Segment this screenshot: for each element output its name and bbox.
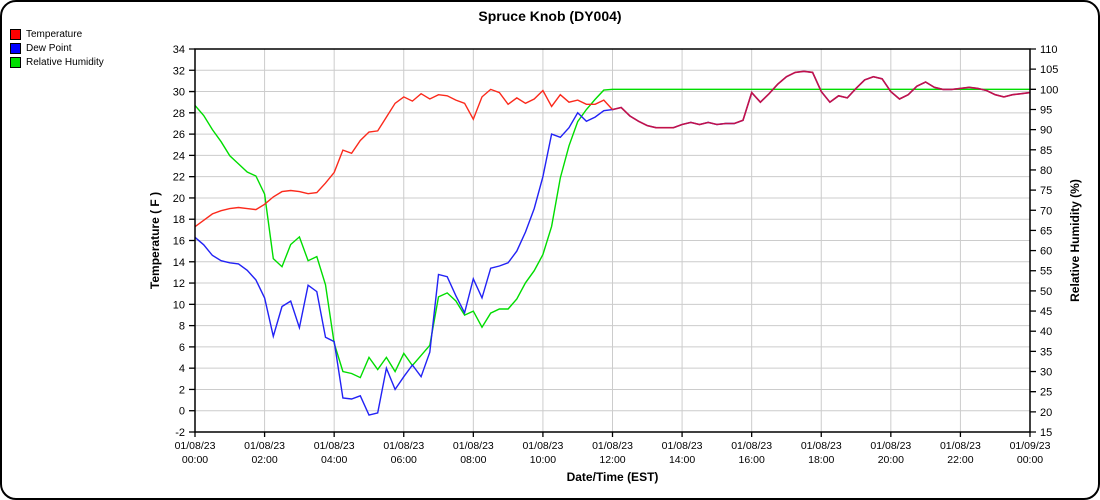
right-tick-label: 85: [1040, 145, 1052, 157]
temperature-dewpoint-merged-line: [612, 70, 1031, 129]
x-tick-date: 01/08/23: [314, 440, 355, 452]
x-tick-time: 22:00: [947, 454, 973, 466]
y-left-axis-title: Temperature ( F ): [148, 192, 162, 289]
legend-label: Temperature: [26, 29, 83, 40]
legend-label: Dew Point: [26, 43, 72, 54]
right-tick-label: 20: [1040, 407, 1052, 419]
x-axis-title: Date/Time (EST): [567, 470, 659, 484]
x-tick-date: 01/08/23: [453, 440, 494, 452]
x-tick-date: 01/08/23: [383, 440, 424, 452]
left-tick-label: 8: [179, 321, 185, 333]
left-tick-label: -2: [175, 427, 185, 439]
x-tick-time: 02:00: [251, 454, 277, 466]
right-tick-label: 25: [1040, 387, 1052, 399]
right-tick-label: 80: [1040, 165, 1052, 177]
legend-item-temperature: Temperature: [10, 28, 104, 41]
chart-title: Spruce Knob (DY004): [478, 8, 622, 24]
legend-swatch: [10, 29, 21, 40]
legend-item-relative-humidity: Relative Humidity: [10, 56, 104, 69]
right-tick-label: 15: [1040, 427, 1052, 439]
right-tick-label: 95: [1040, 104, 1052, 116]
x-tick-date: 01/08/23: [662, 440, 703, 452]
left-tick-label: 28: [173, 108, 185, 120]
x-tick-time: 08:00: [460, 454, 486, 466]
x-tick-date: 01/08/23: [731, 440, 772, 452]
right-tick-label: 45: [1040, 306, 1052, 318]
legend-swatch: [10, 43, 21, 54]
temperature-line: [194, 88, 614, 228]
left-tick-label: 32: [173, 65, 185, 77]
legend-item-dew-point: Dew Point: [10, 42, 104, 55]
left-tick-label: 30: [173, 87, 185, 99]
left-tick-label: 0: [179, 406, 185, 418]
left-tick-label: 2: [179, 384, 185, 396]
right-tick-label: 100: [1040, 84, 1058, 96]
right-tick-label: 55: [1040, 266, 1052, 278]
x-tick-date: 01/08/23: [175, 440, 216, 452]
right-tick-label: 50: [1040, 286, 1052, 298]
x-tick-date: 01/08/23: [870, 440, 911, 452]
right-tick-label: 70: [1040, 205, 1052, 217]
right-tick-label: 65: [1040, 225, 1052, 237]
x-tick-date: 01/08/23: [592, 440, 633, 452]
left-tick-label: 10: [173, 299, 185, 311]
left-tick-label: 12: [173, 278, 185, 290]
x-tick-time: 14:00: [669, 454, 695, 466]
right-tick-label: 110: [1040, 44, 1058, 56]
left-tick-label: 14: [173, 257, 185, 269]
left-tick-label: 20: [173, 193, 185, 205]
x-tick-time: 12:00: [599, 454, 625, 466]
right-tick-label: 75: [1040, 185, 1052, 197]
right-tick-label: 40: [1040, 326, 1052, 338]
right-tick-label: 35: [1040, 346, 1052, 358]
right-tick-label: 60: [1040, 246, 1052, 258]
x-tick-time: 20:00: [878, 454, 904, 466]
left-tick-label: 16: [173, 236, 185, 248]
left-tick-label: 26: [173, 129, 185, 141]
x-tick-date: 01/09/23: [1010, 440, 1051, 452]
left-tick-label: 34: [173, 44, 185, 56]
x-tick-date: 01/08/23: [244, 440, 285, 452]
legend-label: Relative Humidity: [26, 57, 104, 68]
x-tick-time: 00:00: [182, 454, 208, 466]
x-tick-time: 16:00: [739, 454, 765, 466]
x-tick-time: 00:00: [1017, 454, 1043, 466]
x-tick-time: 18:00: [808, 454, 834, 466]
legend-swatch: [10, 57, 21, 68]
x-tick-time: 06:00: [391, 454, 417, 466]
left-tick-label: 18: [173, 214, 185, 226]
y-right-axis-title: Relative Humidity (%): [1068, 179, 1082, 302]
legend: Temperature Dew Point Relative Humidity: [10, 28, 104, 70]
left-tick-label: 22: [173, 172, 185, 184]
x-tick-time: 04:00: [321, 454, 347, 466]
left-tick-label: 24: [173, 150, 185, 162]
right-tick-label: 105: [1040, 64, 1058, 76]
left-tick-label: 6: [179, 342, 185, 354]
x-tick-date: 01/08/23: [801, 440, 842, 452]
right-tick-label: 90: [1040, 125, 1052, 137]
x-tick-date: 01/08/23: [522, 440, 563, 452]
left-tick-label: 4: [179, 363, 185, 375]
x-tick-time: 10:00: [530, 454, 556, 466]
x-tick-date: 01/08/23: [940, 440, 981, 452]
right-tick-label: 30: [1040, 367, 1052, 379]
